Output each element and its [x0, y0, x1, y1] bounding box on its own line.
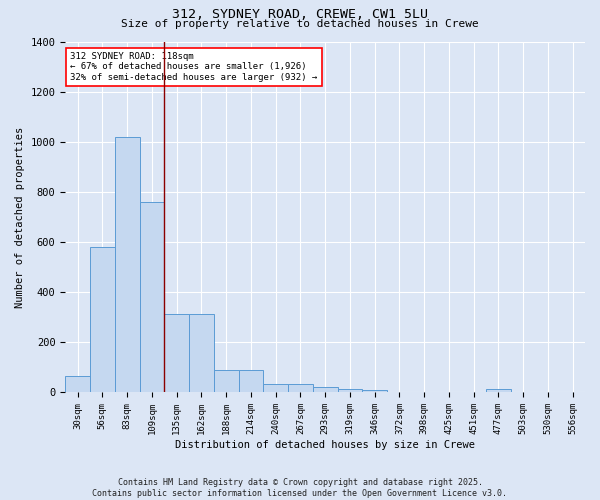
Bar	[164, 314, 189, 392]
Text: Size of property relative to detached houses in Crewe: Size of property relative to detached ho…	[121, 19, 479, 29]
Bar	[239, 370, 263, 392]
X-axis label: Distribution of detached houses by size in Crewe: Distribution of detached houses by size …	[175, 440, 475, 450]
Text: 312, SYDNEY ROAD, CREWE, CW1 5LU: 312, SYDNEY ROAD, CREWE, CW1 5LU	[172, 8, 428, 20]
Bar	[90, 247, 115, 392]
Bar	[263, 384, 288, 392]
Bar	[338, 388, 362, 392]
Bar	[65, 376, 90, 392]
Y-axis label: Number of detached properties: Number of detached properties	[15, 126, 25, 308]
Bar	[313, 388, 338, 392]
Bar	[140, 202, 164, 392]
Text: 312 SYDNEY ROAD: 118sqm
← 67% of detached houses are smaller (1,926)
32% of semi: 312 SYDNEY ROAD: 118sqm ← 67% of detache…	[70, 52, 318, 82]
Text: Contains HM Land Registry data © Crown copyright and database right 2025.
Contai: Contains HM Land Registry data © Crown c…	[92, 478, 508, 498]
Bar	[214, 370, 239, 392]
Bar	[115, 137, 140, 392]
Bar	[486, 388, 511, 392]
Bar	[189, 314, 214, 392]
Bar	[288, 384, 313, 392]
Bar	[362, 390, 387, 392]
